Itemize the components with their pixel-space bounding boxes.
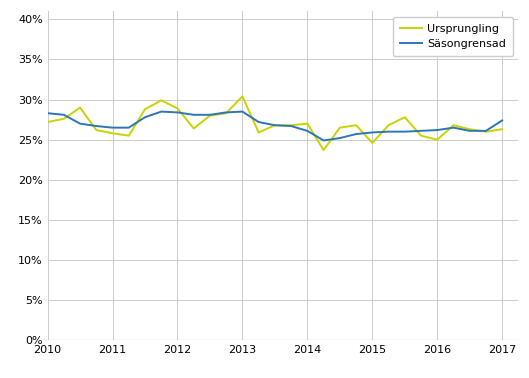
Ursprungling: [142, 107, 148, 112]
Säsongrensad: [418, 129, 424, 133]
Ursprungling: [288, 123, 294, 127]
Säsongrensad: [110, 125, 116, 130]
Ursprungling: [353, 123, 359, 127]
Säsongrensad: [142, 115, 148, 119]
Line: Ursprungling: Ursprungling: [48, 96, 502, 150]
Säsongrensad: [207, 113, 213, 117]
Säsongrensad: [77, 121, 83, 126]
Ursprungling: [207, 113, 213, 118]
Säsongrensad: [402, 129, 408, 134]
Ursprungling: [402, 115, 408, 119]
Ursprungling: [110, 131, 116, 136]
Säsongrensad: [385, 129, 391, 134]
Ursprungling: [483, 129, 489, 134]
Säsongrensad: [353, 132, 359, 136]
Säsongrensad: [158, 109, 165, 114]
Säsongrensad: [93, 124, 99, 128]
Ursprungling: [304, 121, 311, 126]
Säsongrensad: [499, 118, 505, 123]
Ursprungling: [321, 148, 327, 152]
Säsongrensad: [321, 138, 327, 143]
Ursprungling: [467, 127, 473, 132]
Ursprungling: [256, 130, 262, 135]
Säsongrensad: [288, 124, 294, 128]
Ursprungling: [272, 123, 278, 127]
Ursprungling: [61, 116, 67, 121]
Säsongrensad: [369, 130, 376, 135]
Ursprungling: [223, 111, 230, 115]
Säsongrensad: [61, 113, 67, 117]
Säsongrensad: [44, 111, 51, 115]
Ursprungling: [125, 133, 132, 138]
Ursprungling: [175, 106, 181, 111]
Ursprungling: [434, 138, 441, 142]
Säsongrensad: [336, 136, 343, 140]
Legend: Ursprungling, Säsongrensad: Ursprungling, Säsongrensad: [393, 17, 513, 56]
Säsongrensad: [175, 110, 181, 115]
Säsongrensad: [483, 129, 489, 133]
Ursprungling: [336, 125, 343, 130]
Säsongrensad: [434, 128, 441, 132]
Ursprungling: [44, 120, 51, 124]
Ursprungling: [77, 105, 83, 110]
Line: Säsongrensad: Säsongrensad: [48, 112, 502, 141]
Ursprungling: [190, 126, 197, 131]
Säsongrensad: [190, 113, 197, 117]
Ursprungling: [369, 141, 376, 145]
Säsongrensad: [450, 125, 457, 130]
Ursprungling: [385, 123, 391, 127]
Ursprungling: [499, 127, 505, 132]
Ursprungling: [93, 128, 99, 132]
Säsongrensad: [125, 125, 132, 130]
Säsongrensad: [223, 110, 230, 115]
Ursprungling: [239, 94, 245, 99]
Säsongrensad: [256, 120, 262, 124]
Säsongrensad: [272, 123, 278, 127]
Ursprungling: [158, 98, 165, 103]
Ursprungling: [418, 133, 424, 138]
Säsongrensad: [467, 129, 473, 133]
Säsongrensad: [239, 109, 245, 114]
Säsongrensad: [304, 129, 311, 133]
Ursprungling: [450, 123, 457, 127]
